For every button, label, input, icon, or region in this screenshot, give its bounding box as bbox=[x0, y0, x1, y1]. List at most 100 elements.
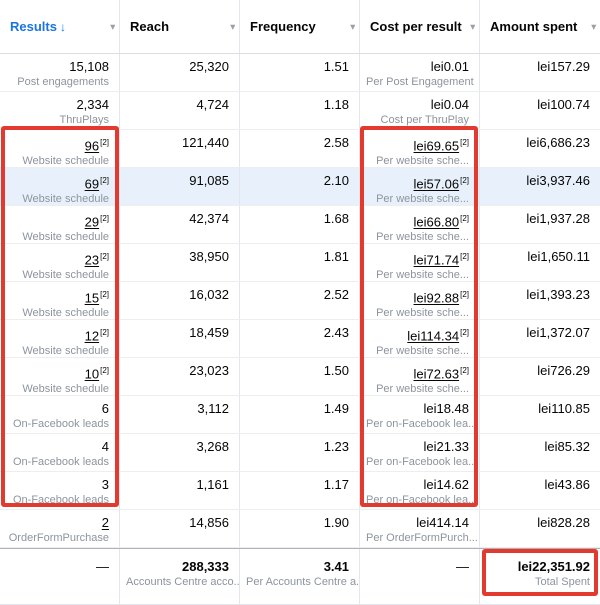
results-footnote[interactable]: [2] bbox=[100, 290, 109, 299]
results-footnote[interactable]: [2] bbox=[100, 214, 109, 223]
results-cell: 3 On-Facebook leads bbox=[0, 472, 120, 509]
results-footnote[interactable]: [2] bbox=[100, 176, 109, 185]
spent-cell: lei157.29 bbox=[480, 54, 600, 91]
reach-value: 42,374 bbox=[189, 211, 229, 226]
results-value[interactable]: 2 bbox=[101, 515, 109, 530]
results-value[interactable]: 96 bbox=[84, 138, 100, 154]
results-cell: 2,334 ThruPlays bbox=[0, 92, 120, 129]
cost-footnote[interactable]: [2] bbox=[460, 328, 469, 337]
spent-cell: lei1,650.11 bbox=[480, 244, 600, 281]
table-row: 96[2] Website schedule 121,440 2.58 lei6… bbox=[0, 130, 600, 168]
results-footnote[interactable]: [2] bbox=[100, 252, 109, 261]
results-value: 3 bbox=[101, 477, 109, 492]
results-value: 4 bbox=[101, 439, 109, 454]
results-sublabel: Post engagements bbox=[17, 76, 109, 88]
chevron-down-icon[interactable]: ▾ bbox=[350, 21, 355, 31]
column-header-reach[interactable]: Reach ▾ bbox=[120, 0, 240, 53]
cost-cell: lei21.33 Per on-Facebook lea... bbox=[360, 434, 480, 471]
column-header-frequency[interactable]: Frequency ▾ bbox=[240, 0, 360, 53]
chevron-down-icon[interactable]: ▾ bbox=[591, 21, 596, 31]
results-footnote[interactable]: [2] bbox=[100, 328, 109, 337]
results-value[interactable]: 69 bbox=[84, 176, 100, 192]
cost-cell: lei0.01 Per Post Engagement bbox=[360, 54, 480, 91]
column-header-results[interactable]: Results ↓ ▾ bbox=[0, 0, 120, 53]
spent-cell: lei1,393.23 bbox=[480, 282, 600, 319]
frequency-cell: 2.58 bbox=[240, 130, 360, 167]
cost-cell: lei14.62 Per on-Facebook lea... bbox=[360, 472, 480, 509]
results-value: 2,334 bbox=[76, 97, 109, 112]
cost-footnote[interactable]: [2] bbox=[460, 138, 469, 147]
chevron-down-icon[interactable]: ▾ bbox=[470, 21, 475, 31]
results-cell: 23[2] Website schedule bbox=[0, 244, 120, 281]
table-row: 6 On-Facebook leads 3,112 1.49 lei18.48 … bbox=[0, 396, 600, 434]
cost-footnote[interactable]: [2] bbox=[460, 176, 469, 185]
frequency-value: 1.23 bbox=[323, 439, 349, 454]
results-value[interactable]: 29 bbox=[84, 214, 100, 230]
cost-sublabel: Per website sche... bbox=[376, 155, 469, 167]
cost-sublabel: Per website sche... bbox=[376, 307, 469, 319]
chevron-down-icon[interactable]: ▾ bbox=[230, 21, 235, 31]
cost-value: lei414.14 bbox=[416, 515, 469, 530]
reach-value: 121,440 bbox=[182, 135, 229, 150]
reach-cell: 25,320 bbox=[120, 54, 240, 91]
cost-cell: lei72.63[2] Per website sche... bbox=[360, 358, 480, 395]
results-value[interactable]: 10 bbox=[84, 366, 100, 382]
column-header-cost-per-result[interactable]: Cost per result ▾ bbox=[360, 0, 480, 53]
frequency-value: 1.90 bbox=[323, 515, 349, 530]
spent-value: lei157.29 bbox=[537, 59, 590, 74]
table-row: 4 On-Facebook leads 3,268 1.23 lei21.33 … bbox=[0, 434, 600, 472]
results-footnote[interactable]: [2] bbox=[100, 138, 109, 147]
cost-footnote[interactable]: [2] bbox=[460, 290, 469, 299]
cost-cell: lei114.34[2] Per website sche... bbox=[360, 320, 480, 357]
reach-cell: 4,724 bbox=[120, 92, 240, 129]
spent-value: lei1,937.28 bbox=[526, 211, 590, 226]
results-cell: 4 On-Facebook leads bbox=[0, 434, 120, 471]
cost-value: lei0.04 bbox=[430, 97, 469, 112]
results-cell: 6 On-Facebook leads bbox=[0, 396, 120, 433]
results-cell: 29[2] Website schedule bbox=[0, 206, 120, 243]
reach-value: 14,856 bbox=[189, 515, 229, 530]
cost-sublabel: Per website sche... bbox=[376, 193, 469, 205]
frequency-cell: 1.68 bbox=[240, 206, 360, 243]
results-cell: 15[2] Website schedule bbox=[0, 282, 120, 319]
cost-value[interactable]: lei66.80 bbox=[413, 214, 460, 230]
results-footnote[interactable]: [2] bbox=[100, 366, 109, 375]
cost-footnote[interactable]: [2] bbox=[460, 214, 469, 223]
chevron-down-icon[interactable]: ▾ bbox=[110, 21, 115, 31]
cost-sublabel: Per OrderFormPurch... bbox=[366, 532, 478, 544]
reach-value: 1,161 bbox=[196, 477, 229, 492]
reach-cell: 1,161 bbox=[120, 472, 240, 509]
results-cell: 2 OrderFormPurchase bbox=[0, 510, 120, 547]
spent-cell: lei43.86 bbox=[480, 472, 600, 509]
cost-value[interactable]: lei72.63 bbox=[413, 366, 460, 382]
cost-value[interactable]: lei92.88 bbox=[413, 290, 460, 306]
results-value[interactable]: 15 bbox=[84, 290, 100, 306]
spent-value: lei3,937.46 bbox=[526, 173, 590, 188]
column-header-amount-spent[interactable]: Amount spent ▾ bbox=[480, 0, 600, 53]
reach-value: 18,459 bbox=[189, 325, 229, 340]
cost-sublabel: Per website sche... bbox=[376, 269, 469, 281]
cost-value[interactable]: lei71.74 bbox=[413, 252, 460, 268]
footer-results-value: — bbox=[96, 559, 109, 574]
cost-value[interactable]: lei114.34 bbox=[407, 328, 460, 344]
cost-value: lei18.48 bbox=[423, 401, 469, 416]
results-value[interactable]: 12 bbox=[84, 328, 100, 344]
cost-footnote[interactable]: [2] bbox=[460, 252, 469, 261]
results-cell: 15,108 Post engagements bbox=[0, 54, 120, 91]
cost-value[interactable]: lei57.06 bbox=[413, 176, 460, 192]
cost-value[interactable]: lei69.65 bbox=[413, 138, 460, 154]
frequency-value: 2.52 bbox=[323, 287, 349, 302]
cost-sublabel: Per on-Facebook lea... bbox=[366, 456, 478, 468]
cost-sublabel: Per website sche... bbox=[376, 231, 469, 243]
frequency-cell: 1.81 bbox=[240, 244, 360, 281]
spent-value: lei110.85 bbox=[538, 401, 590, 416]
frequency-value: 2.58 bbox=[323, 135, 349, 150]
frequency-cell: 1.18 bbox=[240, 92, 360, 129]
spent-cell: lei110.85 bbox=[480, 396, 600, 433]
cost-cell: lei69.65[2] Per website sche... bbox=[360, 130, 480, 167]
cost-footnote[interactable]: [2] bbox=[460, 366, 469, 375]
footer-frequency-cell: 3.41 Per Accounts Centre a... bbox=[240, 549, 360, 604]
cost-value: lei0.01 bbox=[430, 59, 469, 74]
results-value[interactable]: 23 bbox=[84, 252, 100, 268]
